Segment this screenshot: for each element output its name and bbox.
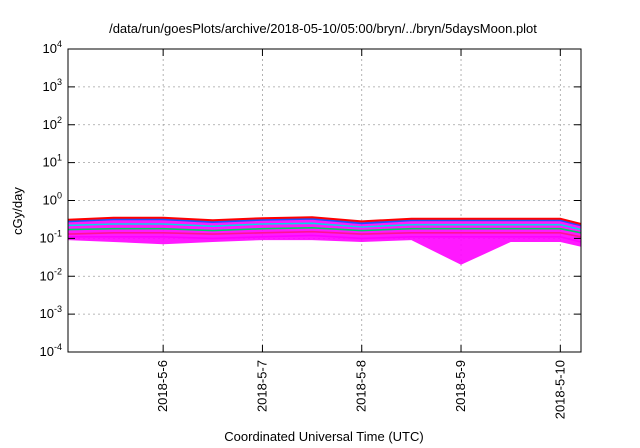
y-tick-label: 104 [43,39,62,56]
series-line-2 [67,230,582,238]
y-tick-label: 10-2 [40,266,62,283]
x-tick-label: 2018-5-6 [155,360,170,412]
series-line-6 [67,216,582,225]
grid-lines [68,49,581,352]
series-line-3 [67,226,582,234]
series-line-4 [67,222,582,231]
series-line-5 [67,217,582,227]
x-axis: 2018-5-6 2018-5-7 2018-5-8 2018-5-9 2018-5-1… [155,49,567,419]
x-tick-label: 2018-5-8 [354,360,369,412]
y-tick-label: 101 [43,153,62,170]
y-tick-label: 103 [43,77,62,94]
y-axis: 10-4 10-3 10-2 10-1 100 101 102 103 104 [40,39,581,359]
series-group [67,216,582,265]
x-tick-label: 2018-5-7 [254,360,269,412]
series-line-1 [68,234,582,243]
y-tick-label: 10-3 [40,304,62,321]
y-tick-label: 102 [43,115,62,132]
x-tick-label: 2018-5-9 [453,360,468,412]
x-axis-label: Coordinated Universal Time (UTC) [224,429,423,444]
x-tick-label: 2018-5-10 [552,360,567,419]
y-tick-label: 100 [43,191,62,208]
y-tick-label: 10-1 [40,228,62,245]
chart-title: /data/run/goesPlots/archive/2018-05-10/0… [109,21,537,36]
y-axis-label: cGy/day [10,187,25,235]
y-tick-label: 10-4 [40,342,62,359]
